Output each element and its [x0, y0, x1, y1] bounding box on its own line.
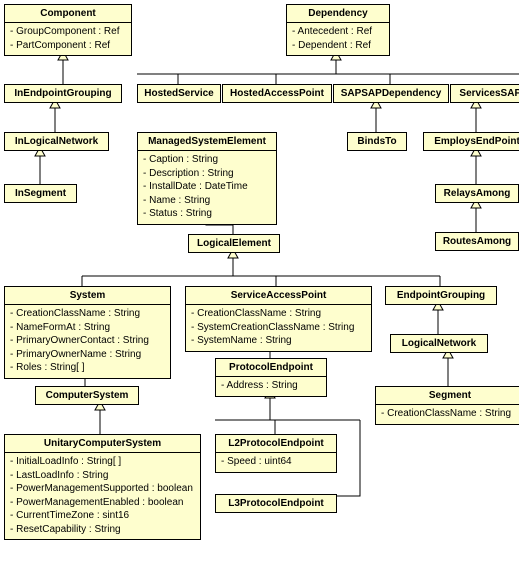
attr-row: - SystemName : String	[191, 334, 366, 348]
class-title: UnitaryComputerSystem	[5, 435, 200, 453]
class-title: InLogicalNetwork	[5, 133, 108, 150]
class-employsEndPoint: EmploysEndPoint	[423, 132, 519, 151]
class-serviceAccessPoint: ServiceAccessPoint- CreationClassName : …	[185, 286, 372, 352]
attr-row: - GroupComponent : Ref	[10, 25, 126, 39]
edge	[206, 224, 233, 234]
class-title: L2ProtocolEndpoint	[216, 435, 336, 453]
class-attrs: - Speed : uint64	[216, 453, 336, 472]
class-attrs: - GroupComponent : Ref- PartComponent : …	[5, 23, 131, 55]
class-title: InEndpointGrouping	[5, 85, 121, 102]
class-inEndpointGrouping: InEndpointGrouping	[4, 84, 122, 103]
class-title: ManagedSystemElement	[138, 133, 276, 151]
attr-row: - CreationClassName : String	[10, 307, 165, 321]
class-title: LogicalNetwork	[391, 335, 487, 352]
attr-row: - PowerManagementSupported : boolean	[10, 482, 195, 496]
attr-row: - Speed : uint64	[221, 455, 331, 469]
class-title: BindsTo	[348, 133, 406, 150]
attr-row: - CurrentTimeZone : sint16	[10, 509, 195, 523]
class-l2ProtocolEndpoint: L2ProtocolEndpoint - Speed : uint64	[215, 434, 337, 473]
attr-row: - InstallDate : DateTime	[143, 180, 271, 194]
attr-row: - PrimaryOwnerContact : String	[10, 334, 165, 348]
class-endpointGrouping: EndpointGrouping	[385, 286, 497, 305]
class-l3ProtocolEndpoint: L3ProtocolEndpoint	[215, 494, 337, 513]
class-hostedService: HostedService	[137, 84, 221, 103]
class-title: HostedAccessPoint	[223, 85, 331, 102]
class-component: Component- GroupComponent : Ref- PartCom…	[4, 4, 132, 56]
class-attrs: - InitialLoadInfo : String[ ]- LastLoadI…	[5, 453, 200, 539]
attr-row: - CreationClassName : String	[191, 307, 366, 321]
class-dependency: Dependency- Antecedent : Ref- Dependent …	[286, 4, 390, 56]
attr-row: - PowerManagementEnabled : boolean	[10, 496, 195, 510]
attr-row: - Antecedent : Ref	[292, 25, 384, 39]
class-servicesSapDependency: ServicesSAPDependency	[450, 84, 519, 103]
attr-row: - InitialLoadInfo : String[ ]	[10, 455, 195, 469]
attr-row: - Status : String	[143, 207, 271, 221]
class-title: SAPSAPDependency	[334, 85, 448, 102]
class-title: InSegment	[5, 185, 76, 202]
attr-row: - NameFormAt : String	[10, 321, 165, 335]
class-title: ComputerSystem	[36, 387, 138, 404]
class-inSegment: InSegment	[4, 184, 77, 203]
class-attrs: - Caption : String- Description : String…	[138, 151, 276, 224]
class-unitaryComputerSystem: UnitaryComputerSystem- InitialLoadInfo :…	[4, 434, 201, 540]
class-logicalElement: LogicalElement	[188, 234, 280, 253]
attr-row: - Name : String	[143, 194, 271, 208]
class-attrs: - CreationClassName : String	[376, 405, 519, 424]
attr-row: - LastLoadInfo : String	[10, 469, 195, 483]
class-title: Segment	[376, 387, 519, 405]
class-computerSystem: ComputerSystem	[35, 386, 139, 405]
class-attrs: - CreationClassName : String- SystemCrea…	[186, 305, 371, 351]
attr-row: - Address : String	[221, 379, 321, 393]
class-system: System- CreationClassName : String- Name…	[4, 286, 171, 379]
class-attrs: - Address : String	[216, 377, 326, 396]
attr-row: - Roles : String[ ]	[10, 361, 165, 375]
class-title: LogicalElement	[189, 235, 279, 252]
class-title: Component	[5, 5, 131, 23]
attr-row: - Description : String	[143, 167, 271, 181]
class-title: RelaysAmong	[436, 185, 518, 202]
class-sapSapDependency: SAPSAPDependency	[333, 84, 449, 103]
class-inLogicalNetwork: InLogicalNetwork	[4, 132, 109, 151]
edge	[337, 420, 360, 496]
class-title: HostedService	[138, 85, 220, 102]
class-protocolEndpoint: ProtocolEndpoint - Address : String	[215, 358, 327, 397]
class-segment: Segment - CreationClassName : String	[375, 386, 519, 425]
class-title: RoutesAmong	[436, 233, 518, 250]
attr-row: - PartComponent : Ref	[10, 39, 126, 53]
class-attrs: - Antecedent : Ref- Dependent : Ref	[287, 23, 389, 55]
class-title: Dependency	[287, 5, 389, 23]
attr-row: - PrimaryOwnerName : String	[10, 348, 165, 362]
class-managedSystemElement: ManagedSystemElement- Caption : String- …	[137, 132, 277, 225]
class-title: ProtocolEndpoint	[216, 359, 326, 377]
class-title: System	[5, 287, 170, 305]
class-relaysAmong: RelaysAmong	[435, 184, 519, 203]
attr-row: - ResetCapability : String	[10, 523, 195, 537]
attr-row: - SystemCreationClassName : String	[191, 321, 366, 335]
class-bindsTo: BindsTo	[347, 132, 407, 151]
class-title: ServiceAccessPoint	[186, 287, 371, 305]
class-title: EmploysEndPoint	[424, 133, 519, 150]
class-title: ServicesSAPDependency	[451, 85, 519, 102]
class-hostedAccessPoint: HostedAccessPoint	[222, 84, 332, 103]
class-logicalNetwork: LogicalNetwork	[390, 334, 488, 353]
class-routesAmong: RoutesAmong	[435, 232, 519, 251]
attr-row: - Caption : String	[143, 153, 271, 167]
class-title: EndpointGrouping	[386, 287, 496, 304]
attr-row: - CreationClassName : String	[381, 407, 519, 421]
class-title: L3ProtocolEndpoint	[216, 495, 336, 512]
attr-row: - Dependent : Ref	[292, 39, 384, 53]
class-attrs: - CreationClassName : String- NameFormAt…	[5, 305, 170, 378]
